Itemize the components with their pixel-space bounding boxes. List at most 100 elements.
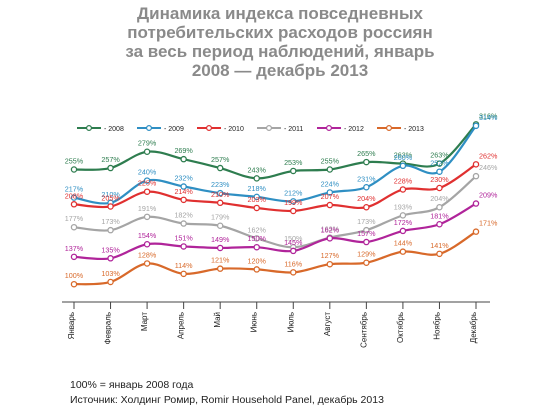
data-label-2011: 182% [174,211,193,220]
legend-marker-2008 [85,124,92,131]
point-2010 [363,203,370,211]
data-label-2013: 127% [321,251,340,260]
legend-label-2009: - 2009 [164,126,184,133]
data-label-2009: 231% [357,174,376,183]
point-2010 [399,186,407,193]
legend-marker-2011 [266,124,273,131]
data-label-2008: 243% [248,165,267,174]
title-line-4: 2008 — декабрь 2013 [191,61,369,80]
point-2012 [472,200,480,207]
title-line-2: потребительских расходов россиян [127,23,433,42]
data-label-2009: 314% [479,113,498,122]
point-2009 [399,162,407,170]
point-2010 [290,207,297,215]
data-label-2012: 209% [479,191,498,200]
data-label-2012: 150% [248,234,267,243]
legend-marker-2013 [386,124,393,131]
data-label-2012: 157% [357,229,376,238]
data-label-2011: 204% [430,194,449,203]
data-label-2012: 154% [138,231,157,240]
title-line-3: за весь период наблюдений, январь [125,42,435,61]
data-label-2011: 179% [211,213,230,222]
data-label-2010: 230% [430,175,449,184]
series-group [70,121,480,288]
x-axis: Январь Февраль Март Апрель Май Июнь Июль Август… [62,301,490,348]
point-2013 [253,266,260,273]
point-2008 [436,160,443,167]
data-labels: 255% 257% 279% 269% 257% 243% 253% 255% 265% 263%… [65,111,498,280]
point-2010 [143,188,151,195]
data-label-2010: 210% [211,190,230,199]
point-2012 [180,243,187,250]
point-2008 [107,164,114,172]
footnote-base-note: 100% = январь 2008 года [70,379,194,391]
data-label-2012: 181% [430,211,449,220]
x-tick-label: Август [323,312,332,336]
data-label-2009: 223% [211,180,230,189]
point-2008 [326,166,334,173]
point-2008 [290,167,297,175]
data-label-2013: 120% [248,256,267,265]
point-2009 [436,168,443,175]
data-label-2010: 205% [101,194,120,203]
data-label-2008: 257% [211,155,230,164]
x-tick-label: Ноябрь [432,312,441,340]
data-label-2009: 218% [248,184,267,193]
data-label-2010: 214% [174,187,193,196]
series-line-2013 [73,230,477,286]
point-2013 [472,228,480,235]
point-2013 [216,265,224,272]
chart-title: Динамика индекса повседневных потребител… [70,4,490,80]
point-2009 [363,184,370,191]
data-label-2009: 224% [321,179,340,188]
data-label-2008: 279% [138,139,157,148]
data-label-2011: 162% [248,225,267,234]
point-2012 [253,243,260,251]
data-label-2013: 129% [357,250,376,259]
point-2012 [70,253,78,261]
point-2012 [107,255,114,262]
data-label-2013: 114% [175,261,193,270]
data-label-2012: 162% [321,225,340,234]
point-2013 [290,269,297,276]
data-label-2009: 217% [65,185,84,194]
data-label-2011: 193% [394,202,413,211]
data-label-2010: 225% [138,179,157,188]
data-label-2013: 103% [101,269,120,278]
data-label-2008: 263% [430,151,449,160]
point-2008 [216,164,224,172]
x-tick-label: Май [213,312,222,328]
point-2009 [472,122,480,130]
data-label-2013: 116% [284,259,302,268]
x-tick-label: Февраль [104,312,113,345]
point-2013 [399,248,407,255]
x-tick-label: Апрель [177,312,186,339]
legend: - 2008 - 2009 - 2010 - 2011 - 2012 - 2013 [77,124,424,133]
data-label-2011: 163% [321,225,340,234]
data-label-2008: 269% [174,146,193,155]
point-2011 [253,235,260,242]
point-2011 [399,212,407,219]
point-2011 [436,203,443,211]
data-label-2009: 210% [101,190,120,199]
data-label-2013: 144% [394,239,413,248]
point-2008 [180,155,187,163]
data-label-2009: 232% [174,174,193,183]
point-2009 [180,183,187,190]
data-label-2010: 207% [321,192,340,201]
x-tick-label: Июль [286,312,295,332]
point-2010 [70,201,78,208]
point-2013 [363,259,370,266]
data-label-2011: 150% [284,234,303,243]
data-label-2012: 135% [101,245,120,254]
data-label-2011: 191% [138,204,157,213]
data-label-2010: 199% [284,198,303,207]
data-label-2013: 171% [479,219,498,228]
data-label-2011: 177% [65,214,84,223]
point-2010 [216,199,224,207]
data-label-2008: 257% [101,155,120,164]
data-label-2010: 204% [357,194,376,203]
point-2010 [107,203,114,210]
data-label-2008: 253% [284,158,303,167]
data-label-2012: 145% [284,238,303,247]
